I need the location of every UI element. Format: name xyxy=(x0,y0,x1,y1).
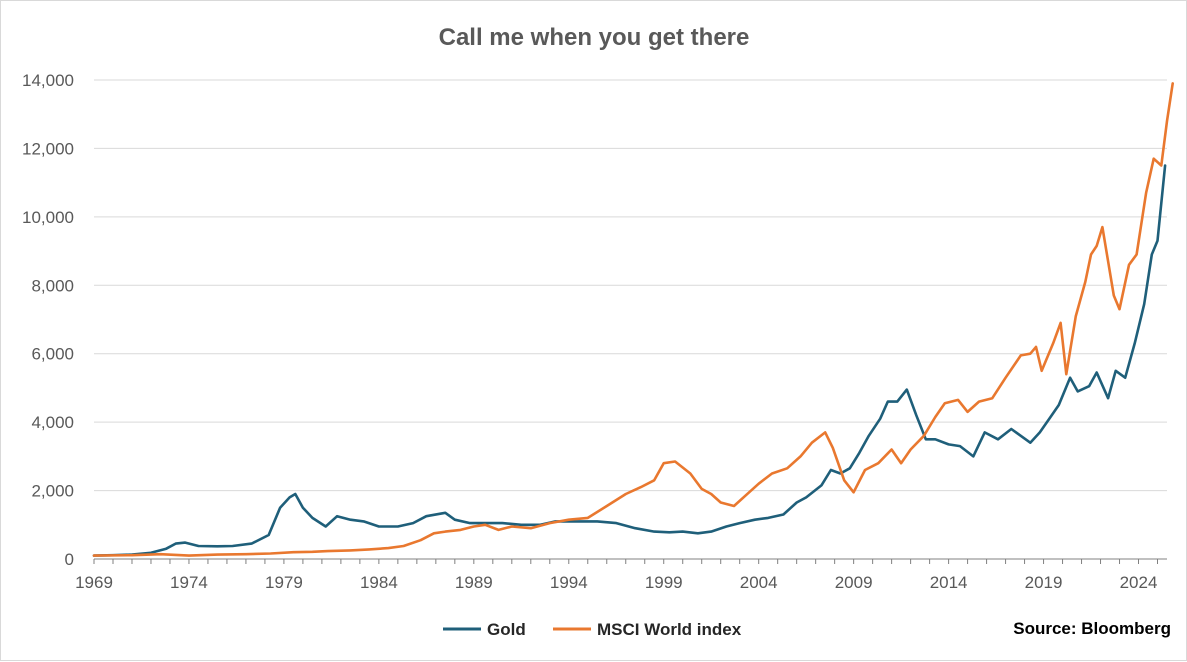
gridlines xyxy=(94,79,1167,560)
x-tick-label: 2014 xyxy=(930,573,968,592)
legend-label: MSCI World index xyxy=(597,620,742,639)
series-lines xyxy=(92,82,1174,557)
series-line-msci-world-index xyxy=(92,82,1174,557)
chart-title: Call me when you get there xyxy=(439,24,750,51)
x-tick-label: 1974 xyxy=(170,573,208,592)
x-axis-ticks: 1969 1974 1979 1984 1989 1994 1999 2004 2009 2014… xyxy=(75,559,1159,592)
x-tick-label: 2004 xyxy=(740,573,778,592)
y-tick-label: 0 xyxy=(65,550,74,569)
x-tick-label: 1989 xyxy=(455,573,493,592)
legend-label: Gold xyxy=(487,620,526,639)
y-axis-ticks: 0 2,000 4,000 6,000 8,000 10,000 12,000 14,000 xyxy=(22,71,74,569)
x-tick-label: 2024 xyxy=(1120,573,1158,592)
x-tick-label: 1969 xyxy=(75,573,113,592)
x-tick-label: 1979 xyxy=(265,573,303,592)
y-tick-label: 6,000 xyxy=(31,345,74,364)
x-tick-label: 2019 xyxy=(1025,573,1063,592)
x-tick-label: 1984 xyxy=(360,573,398,592)
y-tick-label: 14,000 xyxy=(22,71,74,90)
y-tick-label: 2,000 xyxy=(31,482,74,501)
legend: Gold MSCI World index xyxy=(443,620,742,639)
y-tick-label: 8,000 xyxy=(31,276,74,295)
source-note: Source: Bloomberg xyxy=(1013,619,1171,638)
y-tick-label: 4,000 xyxy=(31,413,74,432)
series-line-gold xyxy=(92,164,1167,557)
x-tick-label: 2009 xyxy=(835,573,873,592)
y-tick-label: 12,000 xyxy=(22,139,74,158)
y-tick-label: 10,000 xyxy=(22,208,74,227)
x-tick-label: 1994 xyxy=(550,573,588,592)
x-tick-label: 1999 xyxy=(645,573,683,592)
